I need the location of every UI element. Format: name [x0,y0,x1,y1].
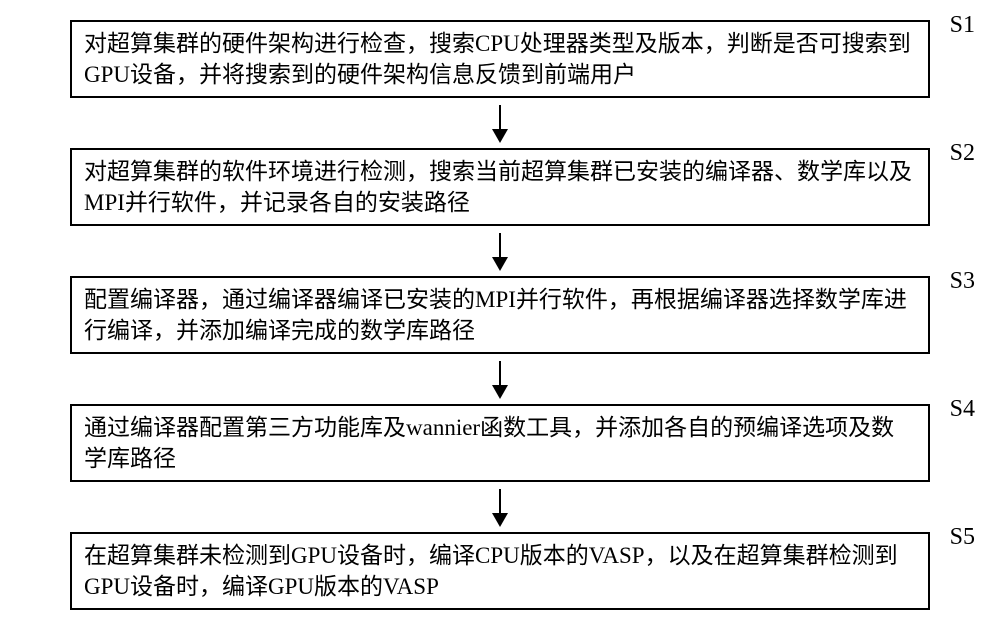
step-label-s2: S2 [950,140,975,167]
step-label-s1: S1 [950,12,975,39]
flowchart-container: 对超算集群的硬件架构进行检查，搜索CPU处理器类型及版本，判断是否可搜索到GPU… [10,20,990,610]
step-box-s3: 配置编译器，通过编译器编译已安装的MPI并行软件，再根据编译器选择数学库进行编译… [70,276,930,354]
step-row-s2: 对超算集群的软件环境进行检测，搜索当前超算集群已安装的编译器、数学库以及MPI并… [10,148,990,226]
arrow-icon [499,361,501,397]
step-text: 通过编译器配置第三方功能库及wannier函数工具，并添加各自的预编译选项及数学… [84,415,894,471]
step-box-s5: 在超算集群未检测到GPU设备时，编译CPU版本的VASP，以及在超算集群检测到G… [70,532,930,610]
step-box-s1: 对超算集群的硬件架构进行检查，搜索CPU处理器类型及版本，判断是否可搜索到GPU… [70,20,930,98]
arrow-s1-s2 [10,98,990,148]
arrow-icon [499,489,501,525]
arrow-icon [499,105,501,141]
step-label-s4: S4 [950,396,975,423]
step-text: 在超算集群未检测到GPU设备时，编译CPU版本的VASP，以及在超算集群检测到G… [84,543,898,599]
step-text: 对超算集群的硬件架构进行检查，搜索CPU处理器类型及版本，判断是否可搜索到GPU… [84,31,911,87]
arrow-s3-s4 [10,354,990,404]
step-box-s4: 通过编译器配置第三方功能库及wannier函数工具，并添加各自的预编译选项及数学… [70,404,930,482]
step-text: 配置编译器，通过编译器编译已安装的MPI并行软件，再根据编译器选择数学库进行编译… [84,287,907,343]
step-label-s5: S5 [950,524,975,551]
step-row-s5: 在超算集群未检测到GPU设备时，编译CPU版本的VASP，以及在超算集群检测到G… [10,532,990,610]
step-label-s3: S3 [950,268,975,295]
arrow-s2-s3 [10,226,990,276]
step-row-s1: 对超算集群的硬件架构进行检查，搜索CPU处理器类型及版本，判断是否可搜索到GPU… [10,20,990,98]
step-text: 对超算集群的软件环境进行检测，搜索当前超算集群已安装的编译器、数学库以及MPI并… [84,159,912,215]
step-row-s3: 配置编译器，通过编译器编译已安装的MPI并行软件，再根据编译器选择数学库进行编译… [10,276,990,354]
step-row-s4: 通过编译器配置第三方功能库及wannier函数工具，并添加各自的预编译选项及数学… [10,404,990,482]
arrow-icon [499,233,501,269]
arrow-s4-s5 [10,482,990,532]
step-box-s2: 对超算集群的软件环境进行检测，搜索当前超算集群已安装的编译器、数学库以及MPI并… [70,148,930,226]
